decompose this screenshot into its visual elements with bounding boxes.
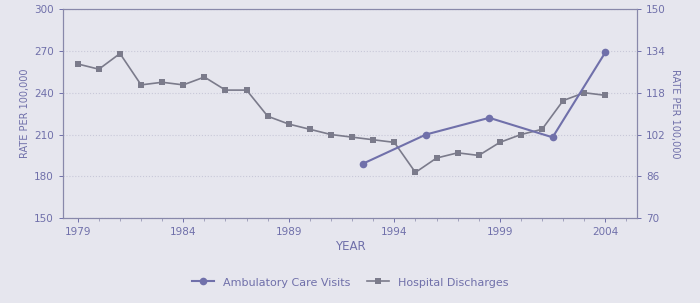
- Y-axis label: RATE PER 100,000: RATE PER 100,000: [670, 69, 680, 158]
- Y-axis label: RATE PER 100,000: RATE PER 100,000: [20, 69, 30, 158]
- Legend: Ambulatory Care Visits, Hospital Discharges: Ambulatory Care Visits, Hospital Dischar…: [187, 272, 513, 292]
- X-axis label: YEAR: YEAR: [335, 240, 365, 253]
